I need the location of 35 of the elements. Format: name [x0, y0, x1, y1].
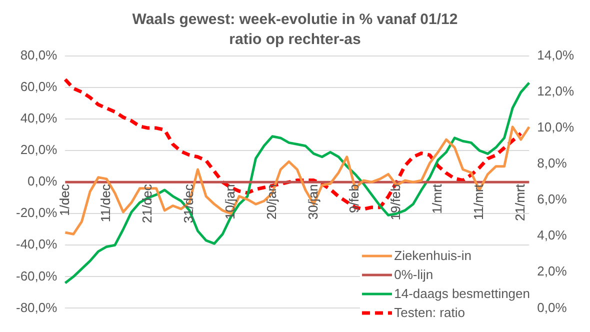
y-tick-label: -40,0%	[16, 236, 58, 252]
y2-tick-label: 4,0%	[537, 228, 568, 243]
y-tick-label: 80,0%	[20, 48, 58, 63]
y-tick-label: 0,0%	[28, 174, 58, 189]
y-tick-label: 60,0%	[20, 79, 58, 94]
legend-label: Ziekenhuis-in	[394, 247, 472, 265]
y-tick-label: 20,0%	[20, 142, 58, 158]
legend-label: 0%-lijn	[394, 266, 434, 284]
chart-title: Waals gewest: week-evolutie in % vanaf 01/12	[131, 10, 459, 30]
x-tick-label: 31/dec	[181, 184, 196, 224]
x-tick-label: 20/jan	[264, 184, 279, 220]
x-tick-label: 9/feb	[346, 184, 362, 214]
x-tick-label: 30/jan	[305, 184, 320, 220]
x-tick-label: 10/jan	[222, 184, 238, 220]
chart-subtitle: ratio op rechter-as	[229, 31, 361, 48]
y2-tick-label: 12,0%	[537, 84, 574, 99]
x-tick-label: 11/mrt	[471, 184, 486, 220]
legend-label: 14-daags besmettingen	[394, 285, 530, 303]
y-tick-label: -60,0%	[16, 268, 58, 284]
y-tick-label: -80,0%	[16, 300, 58, 315]
x-tick-label: 21/dec	[140, 184, 155, 224]
x-tick-label: 1/dec	[56, 184, 72, 216]
y2-tick-label: 6,0%	[537, 192, 568, 207]
y-tick-label: 40,0%	[20, 110, 58, 126]
y-tick-label: -20,0%	[16, 205, 58, 220]
legend-label: Testen: ratio	[394, 304, 465, 322]
y2-tick-label: 10,0%	[537, 120, 574, 135]
y2-tick-label: 14,0%	[537, 48, 574, 63]
y2-tick-label: 0,0%	[537, 300, 568, 315]
x-tick-label: 21/mrt	[512, 184, 528, 221]
x-tick-label: 19/feb	[388, 184, 404, 220]
x-tick-label: 11/dec	[98, 184, 114, 222]
y2-tick-label: 8,0%	[537, 156, 568, 171]
x-tick-label: 1/mrt	[430, 184, 445, 214]
y2-tick-label: 2,0%	[537, 264, 568, 279]
